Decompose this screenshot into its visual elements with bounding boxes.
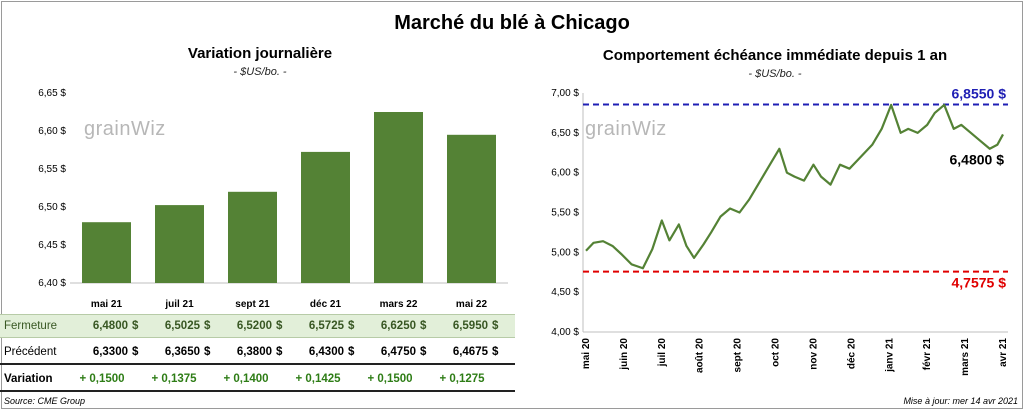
currency-symbol: $ [348, 320, 355, 332]
table-cell: + 0,1275 [439, 373, 485, 385]
currency-symbol: $ [204, 346, 211, 358]
left-chart-title: Variation journalière [187, 45, 333, 62]
table-row-variation: Variation + 0,1500 + 0,1375 + 0,1400 + 0… [0, 368, 515, 392]
x-tick-label: sept 20 [733, 338, 744, 373]
currency-symbol: $ [420, 320, 427, 332]
y-tick-label: 7,00 $ [551, 88, 579, 99]
x-tick-label: févr 21 [922, 338, 933, 371]
table-cell: 6,4300 [308, 346, 344, 358]
currency-symbol: $ [204, 320, 211, 332]
x-tick-label: déc 20 [846, 338, 857, 370]
x-tick-label: déc 21 [310, 299, 342, 310]
table-row-previous: Précédent 6,3300 $ 6,3650 $ 6,3800 $ 6,4… [0, 341, 515, 365]
x-tick-label: nov 20 [808, 338, 819, 370]
table-cell: 6,5950 [452, 320, 488, 332]
x-tick-label: août 20 [695, 338, 706, 373]
bar [82, 222, 131, 283]
bar [155, 205, 204, 283]
x-tick-label: mars 22 [380, 299, 418, 310]
x-tick-label: sept 21 [235, 299, 270, 310]
currency-symbol: $ [348, 346, 355, 358]
update-note: Mise à jour: mer 14 avr 2021 [903, 396, 1018, 406]
y-tick-label: 6,40 $ [38, 278, 66, 289]
bar [228, 191, 277, 283]
table-cell: + 0,1375 [151, 373, 197, 385]
left-chart-unit: - $US/bo. - [233, 66, 287, 78]
right-chart-title: Comportement échéance immédiate depuis 1… [602, 47, 948, 64]
price-series-line [585, 103, 1004, 270]
table-cell: 6,6250 [380, 320, 416, 332]
x-tick-label: juil 20 [657, 338, 668, 368]
table-cell: + 0,1500 [79, 373, 125, 385]
y-tick-label: 6,55 $ [38, 164, 66, 175]
x-tick-label: mai 21 [91, 299, 123, 310]
table-cell: 6,4750 [380, 346, 416, 358]
y-tick-label: 6,60 $ [38, 126, 66, 137]
currency-symbol: $ [132, 320, 139, 332]
x-tick-label: juin 20 [619, 338, 630, 371]
y-tick-label: 5,50 $ [551, 208, 579, 219]
bar [301, 151, 350, 283]
left-watermark-logo: grainWiz [84, 118, 166, 140]
x-tick-label: oct 20 [771, 338, 782, 367]
table-row-close: Fermeture 6,4800 $ 6,5025 $ 6,5200 $ 6,5… [0, 314, 515, 338]
x-tick-label: avr 21 [998, 338, 1009, 367]
row-label-variation: Variation [4, 373, 53, 385]
table-cell: 6,4675 [452, 346, 488, 358]
table-cell: 6,3650 [164, 346, 200, 358]
y-tick-label: 6,65 $ [38, 88, 66, 99]
x-tick-label: mai 20 [581, 338, 592, 370]
page-title: Marché du blé à Chicago [394, 12, 630, 34]
right-watermark-logo: grainWiz [585, 118, 667, 140]
currency-symbol: $ [420, 346, 427, 358]
currency-symbol: $ [132, 346, 139, 358]
min-reference-line-label: 4,7575 $ [952, 275, 1007, 291]
max-reference-line-label: 6,8550 $ [952, 86, 1007, 102]
bar [374, 112, 423, 283]
table-cell: 6,5200 [236, 320, 272, 332]
x-tick-label: juil 21 [164, 299, 194, 310]
x-tick-label: mai 22 [456, 299, 488, 310]
table-cell: 6,5025 [164, 320, 200, 332]
row-label-close: Fermeture [4, 320, 58, 332]
currency-symbol: $ [276, 346, 283, 358]
table-cell: 6,3800 [236, 346, 272, 358]
source-note: Source: CME Group [4, 396, 86, 406]
row-label-previous: Précédent [4, 346, 57, 358]
table-cell: 6,5725 [308, 320, 344, 332]
y-tick-label: 6,50 $ [551, 128, 579, 139]
y-tick-label: 4,50 $ [551, 287, 579, 298]
currency-symbol: $ [492, 346, 499, 358]
bar [447, 134, 496, 283]
table-cell: + 0,1500 [367, 373, 413, 385]
table-cell: + 0,1400 [223, 373, 269, 385]
x-tick-label: mars 21 [960, 338, 971, 376]
table-cell: 6,4800 [92, 320, 128, 332]
last-price-label: 6,4800 $ [950, 151, 1005, 167]
y-tick-label: 5,00 $ [551, 247, 579, 258]
currency-symbol: $ [276, 320, 283, 332]
table-cell: 6,3300 [92, 346, 128, 358]
y-tick-label: 6,00 $ [551, 168, 579, 179]
y-tick-label: 4,00 $ [551, 327, 579, 338]
y-tick-label: 6,45 $ [38, 240, 66, 251]
right-chart-unit: - $US/bo. - [748, 68, 802, 80]
table-cell: + 0,1425 [295, 373, 341, 385]
y-tick-label: 6,50 $ [38, 202, 66, 213]
currency-symbol: $ [492, 320, 499, 332]
x-tick-label: janv 21 [884, 338, 895, 373]
